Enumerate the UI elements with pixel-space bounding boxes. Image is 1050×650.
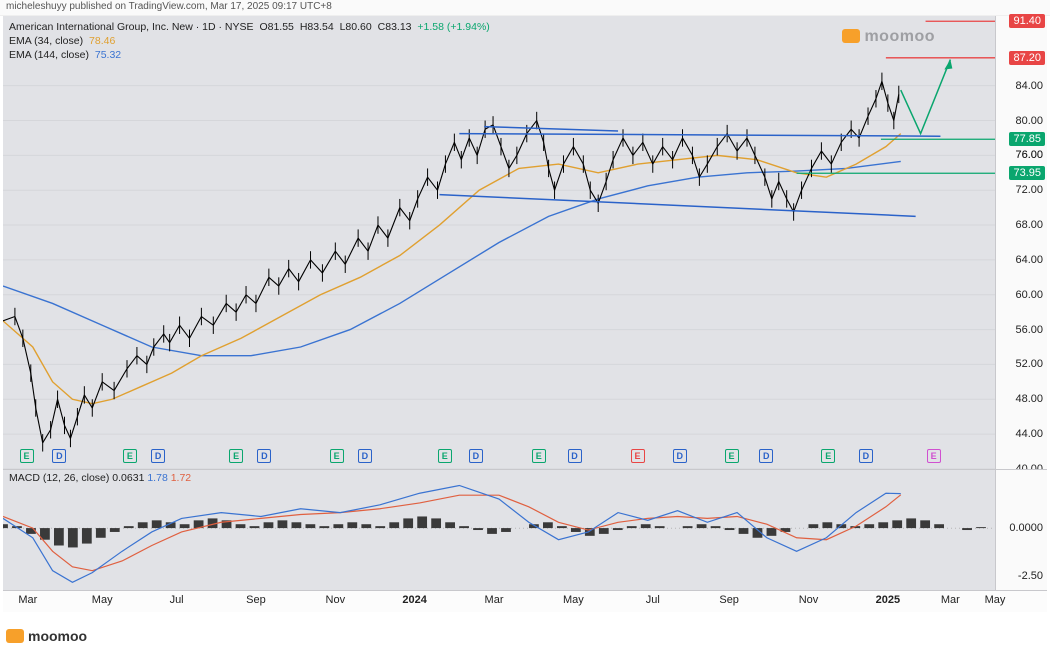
ohlc-c: C83.13 xyxy=(378,21,412,33)
macd-ytick: 0.0000 xyxy=(1009,522,1043,534)
price-badge: 91.40 xyxy=(1009,14,1045,28)
ytick: 56.00 xyxy=(1015,324,1043,336)
xtick: May xyxy=(985,594,1006,606)
ytick: 84.00 xyxy=(1015,80,1043,92)
ema1-value: 78.46 xyxy=(89,35,115,47)
ytick: 52.00 xyxy=(1015,358,1043,370)
ytick: 44.00 xyxy=(1015,428,1043,440)
xtick: Mar xyxy=(941,594,960,606)
event-D[interactable]: D xyxy=(52,449,66,463)
event-D[interactable]: D xyxy=(673,449,687,463)
ytick: 80.00 xyxy=(1015,115,1043,127)
ohlc-h: H83.54 xyxy=(300,21,334,33)
price-badge: 87.20 xyxy=(1009,51,1045,65)
price-pane[interactable]: American International Group, Inc. New ·… xyxy=(3,16,1047,469)
ema2-label: EMA (144, close) xyxy=(9,49,89,61)
ohlc-chg: +1.58 (+1.94%) xyxy=(417,21,489,33)
event-E[interactable]: E xyxy=(821,449,835,463)
ohlc-o: O81.55 xyxy=(259,21,293,33)
event-E[interactable]: E xyxy=(631,449,645,463)
macd-sig-val: 1.72 xyxy=(171,472,191,484)
event-E[interactable]: E xyxy=(438,449,452,463)
xtick: Jul xyxy=(170,594,184,606)
event-E[interactable]: E xyxy=(229,449,243,463)
event-E[interactable]: E xyxy=(725,449,739,463)
event-E[interactable]: E xyxy=(927,449,941,463)
xtick: Nov xyxy=(326,594,346,606)
event-E[interactable]: E xyxy=(532,449,546,463)
chart-legend: American International Group, Inc. New ·… xyxy=(9,20,493,62)
event-D[interactable]: D xyxy=(859,449,873,463)
macd-legend: MACD (12, 26, close) 0.0631 1.78 1.72 xyxy=(9,472,191,484)
xtick: Mar xyxy=(18,594,37,606)
ytick: 64.00 xyxy=(1015,254,1043,266)
ema2-value: 75.32 xyxy=(95,49,121,61)
macd-label: MACD (12, 26, close) xyxy=(9,472,109,484)
ohlc-l: L80.60 xyxy=(340,21,372,33)
event-D[interactable]: D xyxy=(568,449,582,463)
macd-hist-val: 0.0631 xyxy=(112,472,144,484)
time-axis[interactable]: Mar May Jul Sep Nov 2024 Mar May Jul Sep Nov 2025 Ma… xyxy=(3,590,1047,612)
event-D[interactable]: D xyxy=(151,449,165,463)
event-E[interactable]: E xyxy=(20,449,34,463)
price-chart[interactable] xyxy=(3,16,995,469)
ytick: 68.00 xyxy=(1015,219,1043,231)
macd-ytick: -2.50 xyxy=(1018,570,1043,582)
xtick: May xyxy=(92,594,113,606)
event-E[interactable]: E xyxy=(123,449,137,463)
xtick: 2024 xyxy=(402,594,426,606)
event-markers: EDEDEDEDEDEDEDEDEDE xyxy=(3,449,943,465)
macd-pane[interactable]: MACD (12, 26, close) 0.0631 1.78 1.72 0.… xyxy=(3,469,1047,590)
price-badge: 77.85 xyxy=(1009,132,1045,146)
price-badge: 73.95 xyxy=(1009,166,1045,180)
xtick: Jul xyxy=(646,594,660,606)
footer-logo: moomoo xyxy=(6,628,87,644)
event-D[interactable]: D xyxy=(358,449,372,463)
chart-frame[interactable]: American International Group, Inc. New ·… xyxy=(3,16,1047,612)
event-D[interactable]: D xyxy=(759,449,773,463)
symbol-title: American International Group, Inc. New ·… xyxy=(9,21,254,33)
event-D[interactable]: D xyxy=(469,449,483,463)
xtick: May xyxy=(563,594,584,606)
macd-yaxis[interactable]: 0.0000 -2.50 xyxy=(995,470,1047,590)
event-D[interactable]: D xyxy=(257,449,271,463)
ytick: 48.00 xyxy=(1015,393,1043,405)
publish-info: micheleshuyy published on TradingView.co… xyxy=(6,1,332,12)
xtick: Nov xyxy=(799,594,819,606)
ytick: 72.00 xyxy=(1015,184,1043,196)
macd-chart[interactable] xyxy=(3,470,995,590)
price-yaxis[interactable]: USD 40.0044.0048.0052.0056.0060.0064.006… xyxy=(995,16,1047,469)
ytick: 76.00 xyxy=(1015,149,1043,161)
xtick: Sep xyxy=(246,594,266,606)
watermark-logo: moomoo xyxy=(842,28,935,46)
macd-macd-val: 1.78 xyxy=(147,472,167,484)
ema1-label: EMA (34, close) xyxy=(9,35,83,47)
xtick: Sep xyxy=(719,594,739,606)
xtick: 2025 xyxy=(876,594,900,606)
event-E[interactable]: E xyxy=(330,449,344,463)
xtick: Mar xyxy=(485,594,504,606)
ytick: 60.00 xyxy=(1015,289,1043,301)
